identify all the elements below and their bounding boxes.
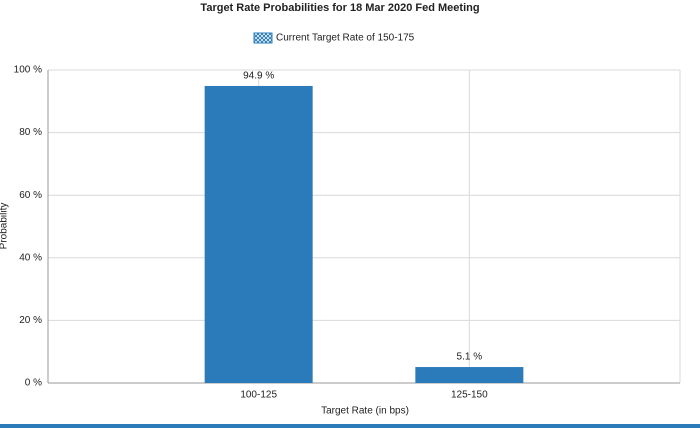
y-tick-label: 80 % [19, 127, 42, 138]
y-tick-label: 40 % [19, 252, 42, 263]
legend-label: Current Target Rate of 150-175 [276, 33, 415, 44]
bar [415, 367, 524, 383]
x-axis-label: Target Rate (in bps) [321, 406, 409, 417]
value-label: 94.9 % [243, 71, 274, 82]
value-label: 5.1 % [457, 352, 483, 363]
chart-title: Target Rate Probabilities for 18 Mar 202… [200, 2, 479, 14]
legend-swatch [253, 32, 273, 44]
y-tick-label: 0 % [25, 378, 42, 389]
y-tick-label: 20 % [19, 315, 42, 326]
x-tick-label: 125-150 [451, 390, 488, 401]
bar [204, 85, 313, 383]
y-axis-label: Probability [0, 203, 10, 250]
x-tick-label: 100-125 [240, 390, 277, 401]
y-tick-label: 60 % [19, 190, 42, 201]
bottom-bar [0, 424, 700, 428]
y-tick-label: 100 % [14, 65, 42, 76]
